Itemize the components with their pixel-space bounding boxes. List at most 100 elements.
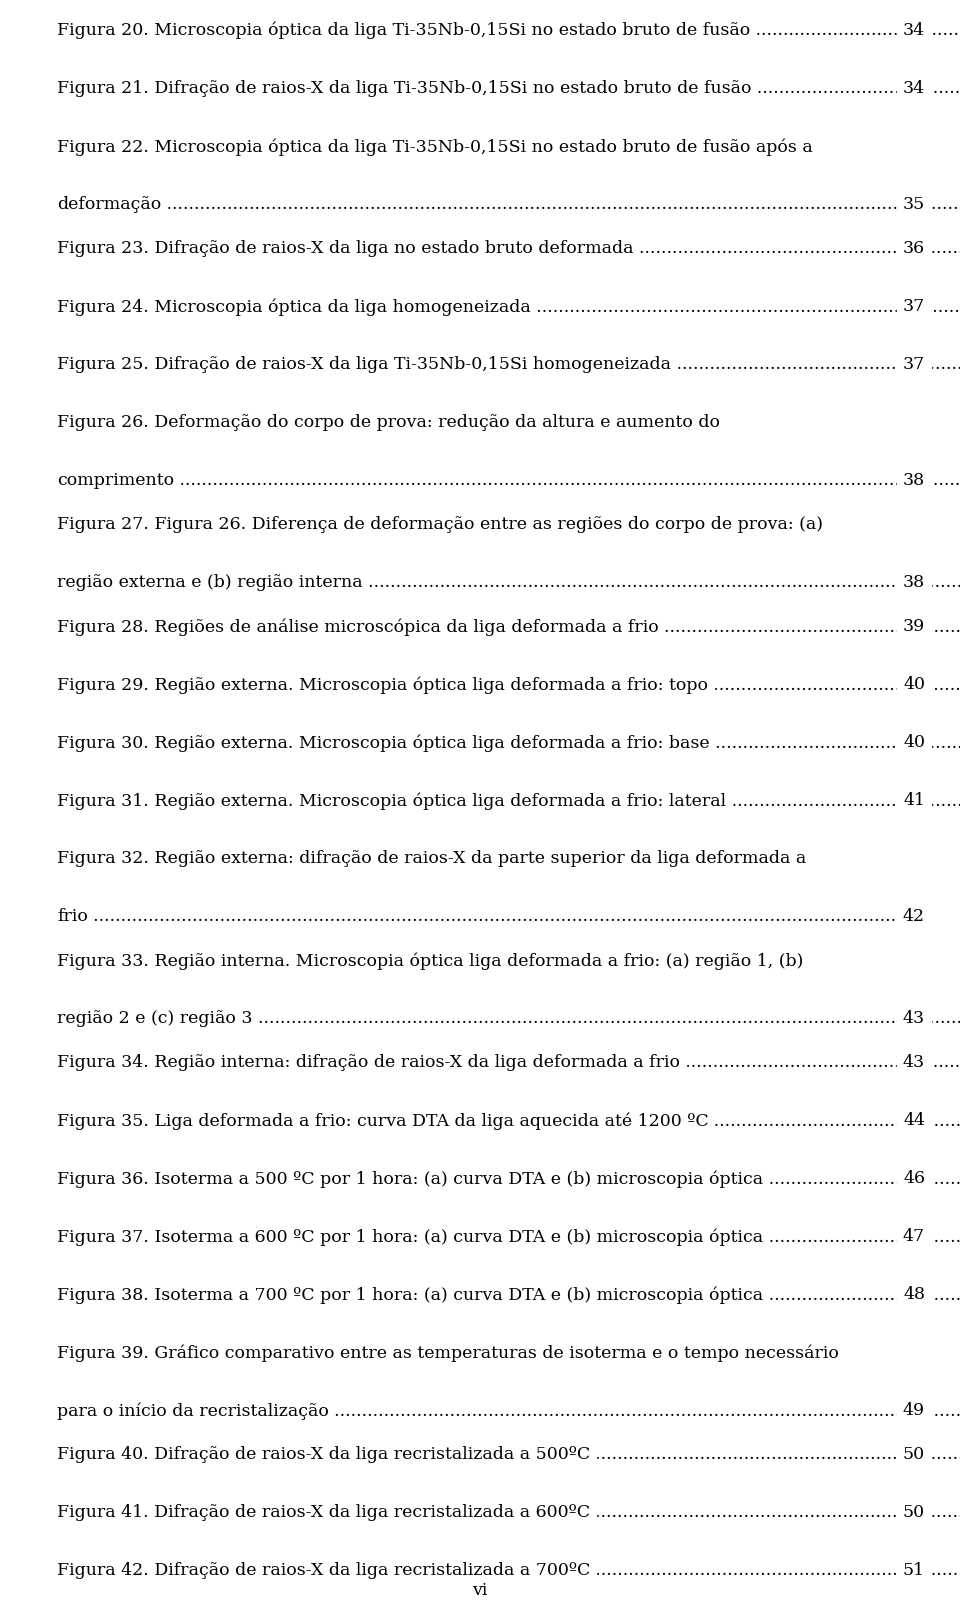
Text: Figura 36. Isoterma a 500 ºC por 1 hora: (a) curva DTA e (b) microscopia óptica.: Figura 36. Isoterma a 500 ºC por 1 hora:… (57, 1171, 960, 1187)
Text: comprimento.....................................................................: comprimento.............................… (57, 472, 960, 488)
Text: Figura 21. Difração de raios-X da liga Ti-35Nb-0,15Si no estado bruto de fusão..: Figura 21. Difração de raios-X da liga T… (57, 79, 960, 97)
Text: Figura 30. Região externa. Microscopia óptica liga deformada a frio: base.......: Figura 30. Região externa. Microscopia ó… (57, 734, 960, 752)
Text: 42: 42 (902, 909, 925, 925)
Text: 37: 37 (902, 356, 925, 374)
Text: 38: 38 (902, 472, 925, 488)
Text: região externa e (b) região interna: região externa e (b) região interna (57, 574, 363, 590)
Text: para o início da recristalização: para o início da recristalização (57, 1402, 329, 1420)
Text: 36: 36 (902, 239, 925, 257)
Text: vi: vi (472, 1581, 488, 1599)
Text: 37: 37 (902, 356, 925, 374)
Text: Figura 34. Região interna: difração de raios-X da liga deformada a frio: Figura 34. Região interna: difração de r… (57, 1054, 680, 1070)
Text: 34: 34 (902, 79, 925, 97)
Text: 34: 34 (902, 23, 925, 39)
Text: região 2 e (c) região 3.........................................................: região 2 e (c) região 3.................… (57, 1011, 960, 1027)
Text: 35: 35 (902, 196, 925, 213)
Text: Figura 42. Difração de raios-X da liga recristalizada a 700ºC...................: Figura 42. Difração de raios-X da liga r… (57, 1562, 960, 1578)
Text: comprimento: comprimento (57, 472, 174, 488)
Text: Figura 35. Liga deformada a frio: curva DTA da liga aquecida até 1200 ºC........: Figura 35. Liga deformada a frio: curva … (57, 1112, 960, 1130)
Text: Figura 27. Figura 26. Diferença de deformação entre as regiões do corpo de prova: Figura 27. Figura 26. Diferença de defor… (57, 516, 823, 534)
Text: Figura 24. Microscopia óptica da liga homogeneizada: Figura 24. Microscopia óptica da liga ho… (57, 298, 531, 315)
Text: Figura 37. Isoterma a 600 ºC por 1 hora: (a) curva DTA e (b) microscopia óptica.: Figura 37. Isoterma a 600 ºC por 1 hora:… (57, 1227, 960, 1245)
Text: Figura 32. Região externa: difração de raios-X da parte superior da liga deforma: Figura 32. Região externa: difração de r… (57, 851, 806, 867)
Text: Figura 21. Difração de raios-X da liga Ti-35Nb-0,15Si no estado bruto de fusão: Figura 21. Difração de raios-X da liga T… (57, 79, 752, 97)
Text: 40: 40 (903, 676, 925, 694)
Text: Figura 41. Difração de raios-X da liga recristalizada a 600ºC: Figura 41. Difração de raios-X da liga r… (57, 1504, 590, 1522)
Text: Figura 28. Regiões de análise microscópica da liga deformada a frio: Figura 28. Regiões de análise microscópi… (57, 618, 659, 635)
Text: região externa e (b) região interna.............................................: região externa e (b) região interna.....… (57, 574, 960, 590)
Text: 51: 51 (902, 1562, 925, 1578)
Text: 49: 49 (902, 1402, 925, 1420)
Text: Figura 23. Difração de raios-X da liga no estado bruto deformada: Figura 23. Difração de raios-X da liga n… (57, 239, 634, 257)
Text: 43: 43 (902, 1054, 925, 1070)
Text: Figura 35. Liga deformada a frio: curva DTA da liga aquecida até 1200 ºC: Figura 35. Liga deformada a frio: curva … (57, 1112, 708, 1130)
Text: Figura 30. Região externa. Microscopia óptica liga deformada a frio: base: Figura 30. Região externa. Microscopia ó… (57, 734, 709, 752)
Text: 49: 49 (902, 1402, 925, 1420)
Text: 44: 44 (903, 1112, 925, 1129)
Text: para o início da recristalização: para o início da recristalização (57, 1402, 329, 1420)
Text: 48: 48 (903, 1286, 925, 1303)
Text: Figura 28. Regiões de análise microscópica da liga deformada a frio: Figura 28. Regiões de análise microscópi… (57, 618, 659, 635)
Text: 37: 37 (902, 298, 925, 315)
Text: Figura 42. Difração de raios-X da liga recristalizada a 700ºC: Figura 42. Difração de raios-X da liga r… (57, 1562, 590, 1578)
Text: Figura 25. Difração de raios-X da liga Ti-35Nb-0,15Si homogeneizada.............: Figura 25. Difração de raios-X da liga T… (57, 356, 960, 374)
Text: região 2 e (c) região 3: região 2 e (c) região 3 (57, 1011, 252, 1027)
Text: Figura 33. Região interna. Microscopia óptica liga deformada a frio: (a) região : Figura 33. Região interna. Microscopia ó… (57, 952, 804, 970)
Text: comprimento: comprimento (57, 472, 174, 488)
Text: 41: 41 (903, 792, 925, 808)
Text: Figura 30. Região externa. Microscopia óptica liga deformada a frio: base: Figura 30. Região externa. Microscopia ó… (57, 734, 709, 752)
Text: Figura 41. Difração de raios-X da liga recristalizada a 600ºC: Figura 41. Difração de raios-X da liga r… (57, 1504, 590, 1522)
Text: 38: 38 (902, 472, 925, 488)
Text: Figura 40. Difração de raios-X da liga recristalizada a 500ºC: Figura 40. Difração de raios-X da liga r… (57, 1446, 590, 1463)
Text: 34: 34 (902, 23, 925, 39)
Text: 43: 43 (902, 1011, 925, 1027)
Text: 37: 37 (902, 298, 925, 315)
Text: frio............................................................................: frio....................................… (57, 909, 913, 925)
Text: Figura 21. Difração de raios-X da liga Ti-35Nb-0,15Si no estado bruto de fusão: Figura 21. Difração de raios-X da liga T… (57, 79, 752, 97)
Text: 47: 47 (902, 1227, 925, 1245)
Text: deformação......................................................................: deformação..............................… (57, 196, 960, 213)
Text: Figura 26. Deformação do corpo de prova: redução da altura e aumento do: Figura 26. Deformação do corpo de prova:… (57, 414, 720, 432)
Text: 35: 35 (902, 196, 925, 213)
Text: Figura 20. Microscopia óptica da liga Ti-35Nb-0,15Si no estado bruto de fusão: Figura 20. Microscopia óptica da liga Ti… (57, 23, 751, 39)
Text: Figura 40. Difração de raios-X da liga recristalizada a 500ºC...................: Figura 40. Difração de raios-X da liga r… (57, 1446, 960, 1463)
Text: Figura 29. Região externa. Microscopia óptica liga deformada a frio: topo: Figura 29. Região externa. Microscopia ó… (57, 676, 708, 694)
Text: 46: 46 (903, 1171, 925, 1187)
Text: para o início da recristalização................................................: para o início da recristalização........… (57, 1402, 960, 1420)
Text: 38: 38 (902, 574, 925, 590)
Text: deformação: deformação (57, 196, 161, 213)
Text: 50: 50 (902, 1446, 925, 1463)
Text: 39: 39 (902, 618, 925, 635)
Text: Figura 20. Microscopia óptica da liga Ti-35Nb-0,15Si no estado bruto de fusão...: Figura 20. Microscopia óptica da liga Ti… (57, 23, 960, 39)
Text: Figura 36. Isoterma a 500 ºC por 1 hora: (a) curva DTA e (b) microscopia óptica: Figura 36. Isoterma a 500 ºC por 1 hora:… (57, 1171, 763, 1187)
Text: Figura 38. Isoterma a 700 ºC por 1 hora: (a) curva DTA e (b) microscopia óptica: Figura 38. Isoterma a 700 ºC por 1 hora:… (57, 1286, 763, 1303)
Text: frio: frio (57, 909, 88, 925)
Text: região externa e (b) região interna: região externa e (b) região interna (57, 574, 363, 590)
Text: Figura 22. Microscopia óptica da liga Ti-35Nb-0,15Si no estado bruto de fusão ap: Figura 22. Microscopia óptica da liga Ti… (57, 137, 813, 155)
Text: Figura 37. Isoterma a 600 ºC por 1 hora: (a) curva DTA e (b) microscopia óptica: Figura 37. Isoterma a 600 ºC por 1 hora:… (57, 1227, 763, 1245)
Text: Figura 25. Difração de raios-X da liga Ti-35Nb-0,15Si homogeneizada: Figura 25. Difração de raios-X da liga T… (57, 356, 671, 374)
Text: Figura 35. Liga deformada a frio: curva DTA da liga aquecida até 1200 ºC: Figura 35. Liga deformada a frio: curva … (57, 1112, 708, 1130)
Text: 46: 46 (903, 1171, 925, 1187)
Text: 40: 40 (903, 734, 925, 750)
Text: Figura 23. Difração de raios-X da liga no estado bruto deformada................: Figura 23. Difração de raios-X da liga n… (57, 239, 960, 257)
Text: Figura 31. Região externa. Microscopia óptica liga deformada a frio: lateral: Figura 31. Região externa. Microscopia ó… (57, 792, 726, 810)
Text: Figura 34. Região interna: difração de raios-X da liga deformada a frio: Figura 34. Região interna: difração de r… (57, 1054, 680, 1070)
Text: Figura 24. Microscopia óptica da liga homogeneizada.............................: Figura 24. Microscopia óptica da liga ho… (57, 298, 960, 315)
Text: Figura 20. Microscopia óptica da liga Ti-35Nb-0,15Si no estado bruto de fusão: Figura 20. Microscopia óptica da liga Ti… (57, 23, 751, 39)
Text: Figura 29. Região externa. Microscopia óptica liga deformada a frio: topo: Figura 29. Região externa. Microscopia ó… (57, 676, 708, 694)
Text: Figura 31. Região externa. Microscopia óptica liga deformada a frio: lateral: Figura 31. Região externa. Microscopia ó… (57, 792, 726, 810)
Text: 51: 51 (902, 1562, 925, 1578)
Text: Figura 28. Regiões de análise microscópica da liga deformada a frio.............: Figura 28. Regiões de análise microscópi… (57, 618, 960, 635)
Text: região 2 e (c) região 3: região 2 e (c) região 3 (57, 1011, 252, 1027)
Text: 47: 47 (902, 1227, 925, 1245)
Text: 34: 34 (902, 79, 925, 97)
Text: Figura 38. Isoterma a 700 ºC por 1 hora: (a) curva DTA e (b) microscopia óptica: Figura 38. Isoterma a 700 ºC por 1 hora:… (57, 1286, 763, 1303)
Text: Figura 25. Difração de raios-X da liga Ti-35Nb-0,15Si homogeneizada: Figura 25. Difração de raios-X da liga T… (57, 356, 671, 374)
Text: 36: 36 (902, 239, 925, 257)
Text: Figura 38. Isoterma a 700 ºC por 1 hora: (a) curva DTA e (b) microscopia óptica.: Figura 38. Isoterma a 700 ºC por 1 hora:… (57, 1286, 960, 1303)
Text: 38: 38 (902, 574, 925, 590)
Text: Figura 40. Difração de raios-X da liga recristalizada a 500ºC: Figura 40. Difração de raios-X da liga r… (57, 1446, 590, 1463)
Text: 40: 40 (903, 676, 925, 694)
Text: 41: 41 (903, 792, 925, 808)
